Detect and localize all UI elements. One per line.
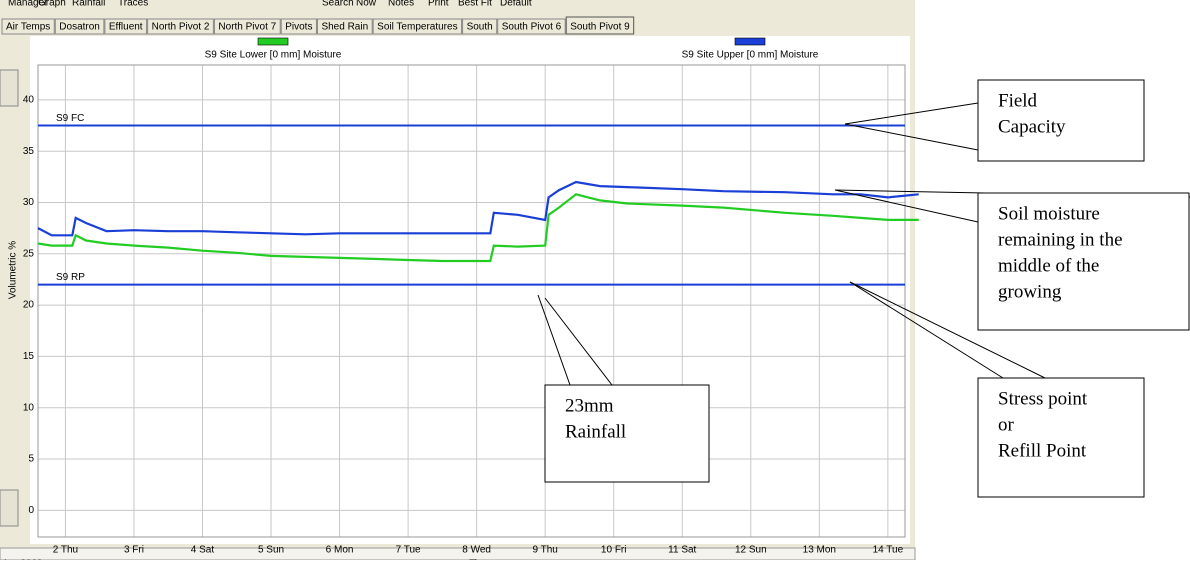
menu-item[interactable]: Traces — [118, 0, 148, 9]
tab[interactable] — [213, 18, 281, 35]
x-tick-label: 14 Tue — [873, 545, 904, 556]
tab-label[interactable]: Soil Temperatures — [377, 22, 457, 33]
tab-label[interactable]: South — [467, 22, 493, 33]
x-tick-label: 2 Thu — [53, 545, 78, 556]
spin-control[interactable] — [0, 489, 19, 527]
tab[interactable] — [372, 18, 463, 35]
leader-line — [844, 123, 979, 151]
leader-line — [537, 294, 571, 386]
callout-box — [544, 384, 710, 483]
tab[interactable] — [104, 18, 148, 35]
leader-line — [544, 297, 613, 386]
leader-line — [849, 281, 1046, 379]
series-line — [37, 180, 919, 237]
y-tick-label: 5 — [28, 454, 34, 465]
callout-text: or — [998, 414, 1015, 435]
legend-swatch — [734, 37, 766, 46]
y-axis-label: Volumetric % — [8, 241, 19, 299]
plot-frame — [37, 64, 906, 538]
x-tick-label: 10 Fri — [601, 545, 627, 556]
callout-text: growing — [998, 281, 1062, 302]
tab[interactable] — [54, 18, 105, 35]
reference-label: S9 RP — [56, 272, 85, 283]
tab-label[interactable]: South Pivot 9 — [570, 22, 630, 33]
chart-panel — [30, 36, 910, 544]
callout-text: middle of the — [998, 255, 1099, 276]
x-tick-label: 6 Mon — [326, 545, 354, 556]
y-tick-label: 10 — [23, 402, 35, 413]
menu-item[interactable]: Best Fit — [458, 0, 492, 9]
y-tick-label: 30 — [23, 197, 35, 208]
y-tick-label: 25 — [23, 248, 35, 259]
menu-item[interactable]: Now — [356, 0, 377, 9]
menu-item[interactable]: Graph — [38, 0, 66, 9]
legend-swatch — [257, 37, 289, 46]
menu-item[interactable]: Default — [500, 0, 532, 9]
y-tick-label: 0 — [28, 505, 34, 516]
x-tick-label: 4 Sat — [191, 545, 215, 556]
menu-item[interactable]: Notes — [388, 0, 414, 9]
callout-text: remaining in the — [998, 229, 1123, 250]
menu-item[interactable]: Manager — [8, 0, 48, 9]
menu-item[interactable]: Search — [322, 0, 354, 9]
y-tick-label: 40 — [23, 95, 35, 106]
y-tick-label: 35 — [23, 146, 35, 157]
x-tick-label: 7 Tue — [396, 545, 421, 556]
tab-label[interactable]: Pivots — [285, 22, 312, 33]
callout-text: Field — [998, 90, 1038, 111]
y-tick-label: 20 — [23, 300, 35, 311]
tab-label[interactable]: North Pivot 7 — [218, 22, 276, 33]
x-tick-label: 13 Mon — [803, 545, 836, 556]
tab-label[interactable]: Shed Rain — [321, 22, 368, 33]
tab-label[interactable]: Dosatron — [59, 22, 100, 33]
x-tick-label: 11 Sat — [668, 545, 696, 556]
callout-box — [977, 377, 1145, 498]
series-line — [37, 193, 919, 263]
tab-label[interactable]: South Pivot 6 — [502, 22, 562, 33]
tab-label[interactable]: Air Temps — [6, 22, 50, 33]
legend-label: S9 Site Upper [0 mm] Moisture — [682, 50, 819, 61]
callout-text: Rainfall — [565, 421, 626, 442]
x-tick-label: 5 Sun — [258, 545, 284, 556]
x-tick-label: 8 Wed — [462, 545, 491, 556]
tab[interactable] — [565, 16, 635, 35]
reference-label: S9 FC — [56, 113, 84, 124]
legend-label: S9 Site Lower [0 mm] Moisture — [205, 50, 342, 61]
menu-item[interactable]: Rainfall — [72, 0, 105, 9]
x-tick-label: 12 Sun — [735, 545, 767, 556]
tab[interactable] — [497, 18, 566, 35]
callout-box — [977, 192, 1190, 331]
tab[interactable] — [280, 18, 317, 35]
tab-label[interactable]: Effluent — [109, 22, 143, 33]
tab-label[interactable]: North Pivot 2 — [152, 22, 210, 33]
tab[interactable] — [316, 18, 373, 35]
leader-line — [834, 189, 979, 223]
callout-box — [977, 79, 1145, 162]
callout-text: Capacity — [998, 116, 1066, 137]
leader-line — [844, 102, 979, 125]
leader-line — [849, 281, 1004, 379]
menu-item[interactable]: Print — [428, 0, 449, 9]
callout-text: Stress point — [998, 388, 1088, 409]
tab[interactable] — [1, 18, 55, 35]
callout-text: 23mm — [565, 395, 614, 416]
callout-text: Soil moisture — [998, 203, 1100, 224]
callout-text: Refill Point — [998, 440, 1087, 461]
x-tick-label: 3 Fri — [124, 545, 144, 556]
x-tick-label: 9 Thu — [532, 545, 557, 556]
y-tick-label: 15 — [23, 351, 35, 362]
tab[interactable] — [147, 18, 214, 35]
tab[interactable] — [462, 18, 498, 35]
spin-control[interactable] — [0, 69, 19, 107]
